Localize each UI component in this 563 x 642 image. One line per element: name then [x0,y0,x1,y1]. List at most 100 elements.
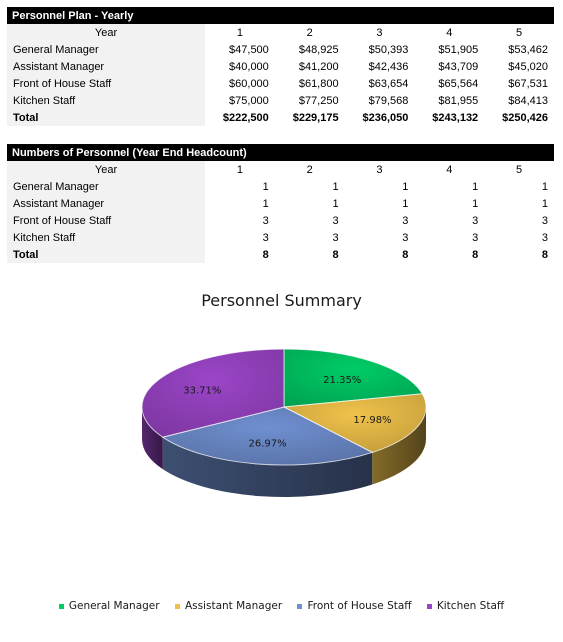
year-5: 5 [516,163,523,176]
pie-side-assistant-manager [372,407,426,485]
legend-swatch [426,603,432,609]
cell: $42,436 [368,60,409,73]
pie-side-front-of-house-staff [162,437,373,497]
year-label: Year [7,161,205,178]
pie-data-label: 17.98% [353,415,391,426]
total-cell: $222,500 [222,111,269,124]
table-row: Kitchen Staff 3 3 3 3 3 [7,229,554,246]
legend-swatch [174,603,180,609]
row-label: General Manager [7,41,205,58]
legend-label: General Manager [68,600,160,612]
personnel-summary-chart: Personnel Summary 21.35% 17.98% 26.97% 33.7… [0,283,563,642]
year-2: 2 [306,163,313,176]
total-row: Total 8 8 8 8 8 [7,246,554,263]
legend-swatch [58,603,64,609]
total-cell: 8 [402,248,409,261]
cell: 1 [541,197,548,210]
total-cell: 8 [262,248,269,261]
legend-swatch [297,603,303,609]
cell: 1 [472,180,479,193]
headcount-table: Numbers of Personnel (Year End Headcount… [7,144,554,263]
cell: 3 [402,231,409,244]
year-label: Year [7,24,205,41]
year-header-row: Year 1 2 3 4 5 [7,24,554,41]
cell: $50,393 [368,43,409,56]
legend-item-front-of-house-staff: Front of House Staff [297,600,412,612]
table-row: General Manager 1 1 1 1 1 [7,178,554,195]
total-cell: $236,050 [362,111,409,124]
pie-data-label: 26.97% [248,438,286,449]
total-cell: 8 [332,248,339,261]
legend-label: Kitchen Staff [436,600,505,612]
cell: 3 [332,231,339,244]
cell: $60,000 [229,77,269,90]
cell: $41,200 [298,60,339,73]
cell: 3 [472,214,479,227]
cell: $45,020 [508,60,548,73]
cell: $43,709 [438,60,479,73]
cell: 3 [262,214,269,227]
table-row: Front of House Staff $60,000 $61,800 $63… [7,75,554,92]
cell: 3 [262,231,269,244]
legend-item-kitchen-staff: Kitchen Staff [426,600,505,612]
total-row: Total $222,500 $229,175 $236,050 $243,13… [7,109,554,126]
cell: 1 [472,197,479,210]
cell: 1 [402,197,409,210]
row-label: Kitchen Staff [7,92,205,109]
total-label: Total [7,109,205,126]
cell: 3 [332,214,339,227]
cell: 1 [541,180,548,193]
year-3: 3 [376,26,383,39]
table-row: Assistant Manager 1 1 1 1 1 [7,195,554,212]
total-cell: $250,426 [502,111,548,124]
cell: $75,000 [229,94,269,107]
pie-slice-front-of-house-staff [161,406,374,466]
cell: $40,000 [229,60,269,73]
cell: $65,564 [438,77,479,90]
pie-slice-general-manager [283,348,424,408]
pie-chart: 21.35% 17.98% 26.97% 33.71% [141,348,427,497]
row-label: General Manager [7,178,205,195]
year-2: 2 [306,26,313,39]
cell: $63,654 [368,77,409,90]
year-5: 5 [516,26,523,39]
cell: $84,413 [508,94,548,107]
cell: $81,955 [438,94,479,107]
pie-data-label: 21.35% [323,375,361,386]
row-label: Front of House Staff [7,212,205,229]
table-row: Assistant Manager $40,000 $41,200 $42,43… [7,58,554,75]
cell: 3 [402,214,409,227]
total-label: Total [7,246,205,263]
cell: 3 [472,231,479,244]
cell: 1 [262,197,269,210]
cell: $61,800 [298,77,339,90]
cell: $51,905 [438,43,479,56]
personnel-plan-table: Personnel Plan - Yearly Year 1 2 3 4 5 G… [7,7,554,126]
cell: $79,568 [368,94,409,107]
cell: $77,250 [298,94,339,107]
row-label: Assistant Manager [7,195,205,212]
total-cell: 8 [541,248,548,261]
cell: 1 [402,180,409,193]
row-label: Kitchen Staff [7,229,205,246]
cell: 1 [332,197,339,210]
table-row: Front of House Staff 3 3 3 3 3 [7,212,554,229]
row-label: Front of House Staff [7,75,205,92]
legend-item-general-manager: General Manager [58,600,160,612]
year-3: 3 [376,163,383,176]
cell: $67,531 [508,77,548,90]
chart-title: Personnel Summary [201,291,362,310]
legend-label: Assistant Manager [184,600,283,612]
table-row: General Manager $47,500 $48,925 $50,393 … [7,41,554,58]
cell: 3 [541,214,548,227]
total-cell: $229,175 [292,111,339,124]
year-1: 1 [236,26,243,39]
total-cell: $243,132 [432,111,479,124]
chart-legend: General Manager Assistant Manager Front … [0,600,563,612]
total-cell: 8 [472,248,479,261]
year-header-row: Year 1 2 3 4 5 [7,161,554,178]
row-label: Assistant Manager [7,58,205,75]
year-4: 4 [446,26,453,39]
pie-data-label: 33.71% [183,385,221,396]
table-row: Kitchen Staff $75,000 $77,250 $79,568 $8… [7,92,554,109]
